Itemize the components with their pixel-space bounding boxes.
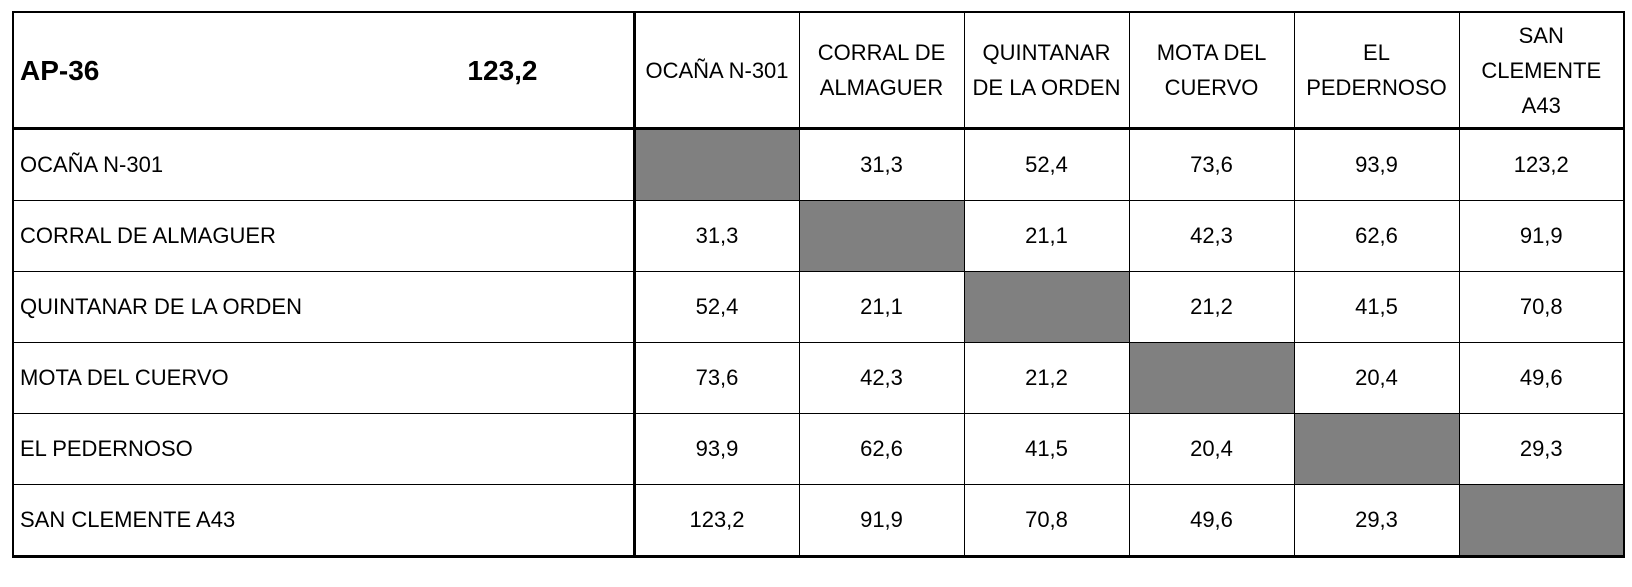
row-header: EL PEDERNOSO xyxy=(12,413,636,485)
table-cell: 70,8 xyxy=(963,484,1130,558)
table-cell: 20,4 xyxy=(1293,342,1460,414)
table-cell: 41,5 xyxy=(1293,271,1460,343)
table-cell: 52,4 xyxy=(963,128,1130,201)
table-cell: 91,9 xyxy=(798,484,965,558)
column-header: OCAÑA N-301 xyxy=(633,11,800,130)
column-header: QUINTANAR DE LA ORDEN xyxy=(963,11,1130,130)
table-cell: 123,2 xyxy=(1458,128,1625,201)
column-header: MOTA DEL CUERVO xyxy=(1128,11,1295,130)
table-cell: 70,8 xyxy=(1458,271,1625,343)
table-cell: 52,4 xyxy=(633,271,800,343)
table-row: EL PEDERNOSO 93,9 62,6 41,5 20,4 29,3 xyxy=(12,413,1625,485)
diagonal-cell xyxy=(633,128,800,201)
table-cell: 62,6 xyxy=(1293,200,1460,272)
diagonal-cell xyxy=(1128,342,1295,414)
row-header: SAN CLEMENTE A43 xyxy=(12,484,636,558)
diagonal-cell xyxy=(798,200,965,272)
column-header: SAN CLEMENTE A43 xyxy=(1458,11,1625,130)
row-header: QUINTANAR DE LA ORDEN xyxy=(12,271,636,343)
table-cell: 42,3 xyxy=(798,342,965,414)
table-cell: 29,3 xyxy=(1293,484,1460,558)
table-cell: 21,1 xyxy=(963,200,1130,272)
column-header: CORRAL DE ALMAGUER xyxy=(798,11,965,130)
row-header: MOTA DEL CUERVO xyxy=(12,342,636,414)
diagonal-cell xyxy=(1458,484,1625,558)
diagonal-cell xyxy=(963,271,1130,343)
route-name: AP-36 xyxy=(20,54,100,86)
column-header: EL PEDERNOSO xyxy=(1293,11,1460,130)
table-cell: 42,3 xyxy=(1128,200,1295,272)
table-cell: 91,9 xyxy=(1458,200,1625,272)
table-cell: 41,5 xyxy=(963,413,1130,485)
table-cell: 49,6 xyxy=(1128,484,1295,558)
table-row: SAN CLEMENTE A43 123,2 91,9 70,8 49,6 29… xyxy=(12,484,1625,558)
table-cell: 20,4 xyxy=(1128,413,1295,485)
distance-table: AP-36 123,2 OCAÑA N-301 CORRAL DE ALMAGU… xyxy=(12,11,1625,558)
table-cell: 21,1 xyxy=(798,271,965,343)
table-cell: 31,3 xyxy=(633,200,800,272)
table-row: CORRAL DE ALMAGUER 31,3 21,1 42,3 62,6 9… xyxy=(12,200,1625,272)
table-cell: 123,2 xyxy=(633,484,800,558)
row-header: CORRAL DE ALMAGUER xyxy=(12,200,636,272)
table-row: QUINTANAR DE LA ORDEN 52,4 21,1 21,2 41,… xyxy=(12,271,1625,343)
table-cell: 21,2 xyxy=(1128,271,1295,343)
table-cell: 73,6 xyxy=(1128,128,1295,201)
table-cell: 29,3 xyxy=(1458,413,1625,485)
header-row: AP-36 123,2 OCAÑA N-301 CORRAL DE ALMAGU… xyxy=(12,11,1625,130)
row-header: OCAÑA N-301 xyxy=(12,128,636,201)
diagonal-cell xyxy=(1293,413,1460,485)
table-corner: AP-36 123,2 xyxy=(12,11,636,130)
table-cell: 93,9 xyxy=(1293,128,1460,201)
table-cell: 93,9 xyxy=(633,413,800,485)
table-cell: 62,6 xyxy=(798,413,965,485)
table-cell: 31,3 xyxy=(798,128,965,201)
table-cell: 21,2 xyxy=(963,342,1130,414)
table-row: OCAÑA N-301 31,3 52,4 73,6 93,9 123,2 xyxy=(12,128,1625,201)
table-cell: 73,6 xyxy=(633,342,800,414)
table-row: MOTA DEL CUERVO 73,6 42,3 21,2 20,4 49,6 xyxy=(12,342,1625,414)
route-total-distance: 123,2 xyxy=(467,54,538,86)
table-cell: 49,6 xyxy=(1458,342,1625,414)
